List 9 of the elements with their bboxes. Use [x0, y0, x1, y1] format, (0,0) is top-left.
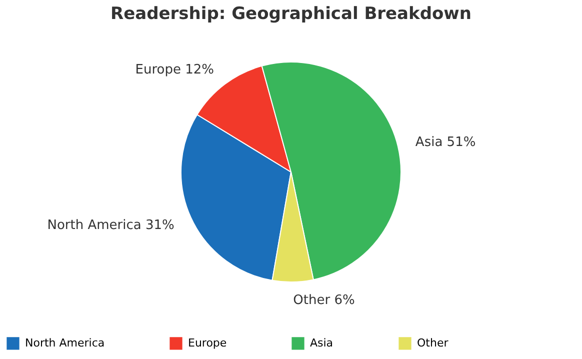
data-label: Asia 51% — [415, 134, 476, 150]
data-label: Europe 12% — [135, 62, 214, 78]
legend-label: Other — [417, 336, 449, 350]
data-label: North America 31% — [47, 218, 174, 233]
chart-title: Readership: Geographical Breakdown — [110, 4, 472, 24]
legend-label: Asia — [310, 336, 334, 350]
legend-label: North America — [25, 336, 105, 350]
legend-label: Europe — [188, 336, 227, 350]
data-label: Other 6% — [293, 292, 355, 308]
